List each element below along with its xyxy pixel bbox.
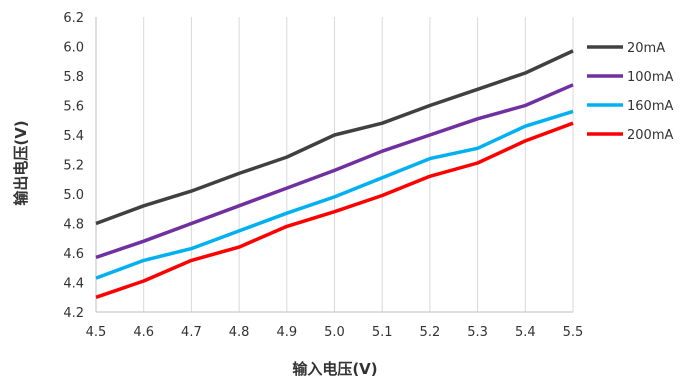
grid-lines: [95, 17, 574, 312]
y-tick-label: 4.8: [63, 218, 84, 233]
y-axis-title: 输出电压(V): [12, 120, 30, 205]
legend-label: 20mA: [627, 41, 665, 56]
x-tick-label: 4.5: [86, 325, 107, 340]
y-tick-label: 6.0: [63, 41, 84, 56]
series-line-100mA: [95, 83, 574, 260]
y-tick-label: 4.2: [63, 306, 84, 321]
x-tick-label: 4.6: [133, 325, 154, 340]
x-tick-label: 5.1: [372, 325, 393, 340]
y-tick-label: 5.2: [63, 159, 84, 174]
x-tick-label: 4.7: [181, 325, 202, 340]
series-line-20mA: [95, 49, 574, 226]
x-axis-title: 输入电压(V): [292, 360, 377, 378]
y-tick-label: 5.8: [63, 70, 84, 85]
x-tick-labels: 4.5 4.6 4.7 4.8 4.9 5.0 5.1 5.2 5.3 5.4 5.5: [86, 325, 584, 340]
legend: 20mA 100mA 160mA 200mA: [587, 41, 673, 143]
y-tick-label: 4.4: [63, 277, 84, 292]
x-tick-label: 5.3: [467, 325, 488, 340]
y-tick-label: 5.4: [63, 129, 84, 144]
x-tick-label: 4.9: [276, 325, 297, 340]
y-tick-label: 4.6: [63, 247, 84, 262]
y-tick-label: 6.2: [63, 11, 84, 26]
y-tick-label: 5.0: [63, 188, 84, 203]
legend-label: 100mA: [627, 70, 673, 85]
x-tick-label: 5.2: [420, 325, 441, 340]
axes: [95, 17, 573, 313]
x-tick-label: 4.8: [229, 325, 250, 340]
series-lines: [95, 49, 574, 299]
y-tick-labels: 4.2 4.4 4.6 4.8 5.0 5.2 5.4 5.6 5.8 6.0 6.2: [63, 11, 84, 321]
series-line-160mA: [95, 109, 574, 280]
y-tick-label: 5.6: [63, 100, 84, 115]
series-line-200mA: [95, 121, 574, 299]
x-tick-label: 5.4: [515, 325, 536, 340]
legend-label: 160mA: [627, 99, 673, 114]
x-tick-label: 5.5: [563, 325, 584, 340]
legend-label: 200mA: [627, 128, 673, 143]
x-tick-label: 5.0: [324, 325, 345, 340]
